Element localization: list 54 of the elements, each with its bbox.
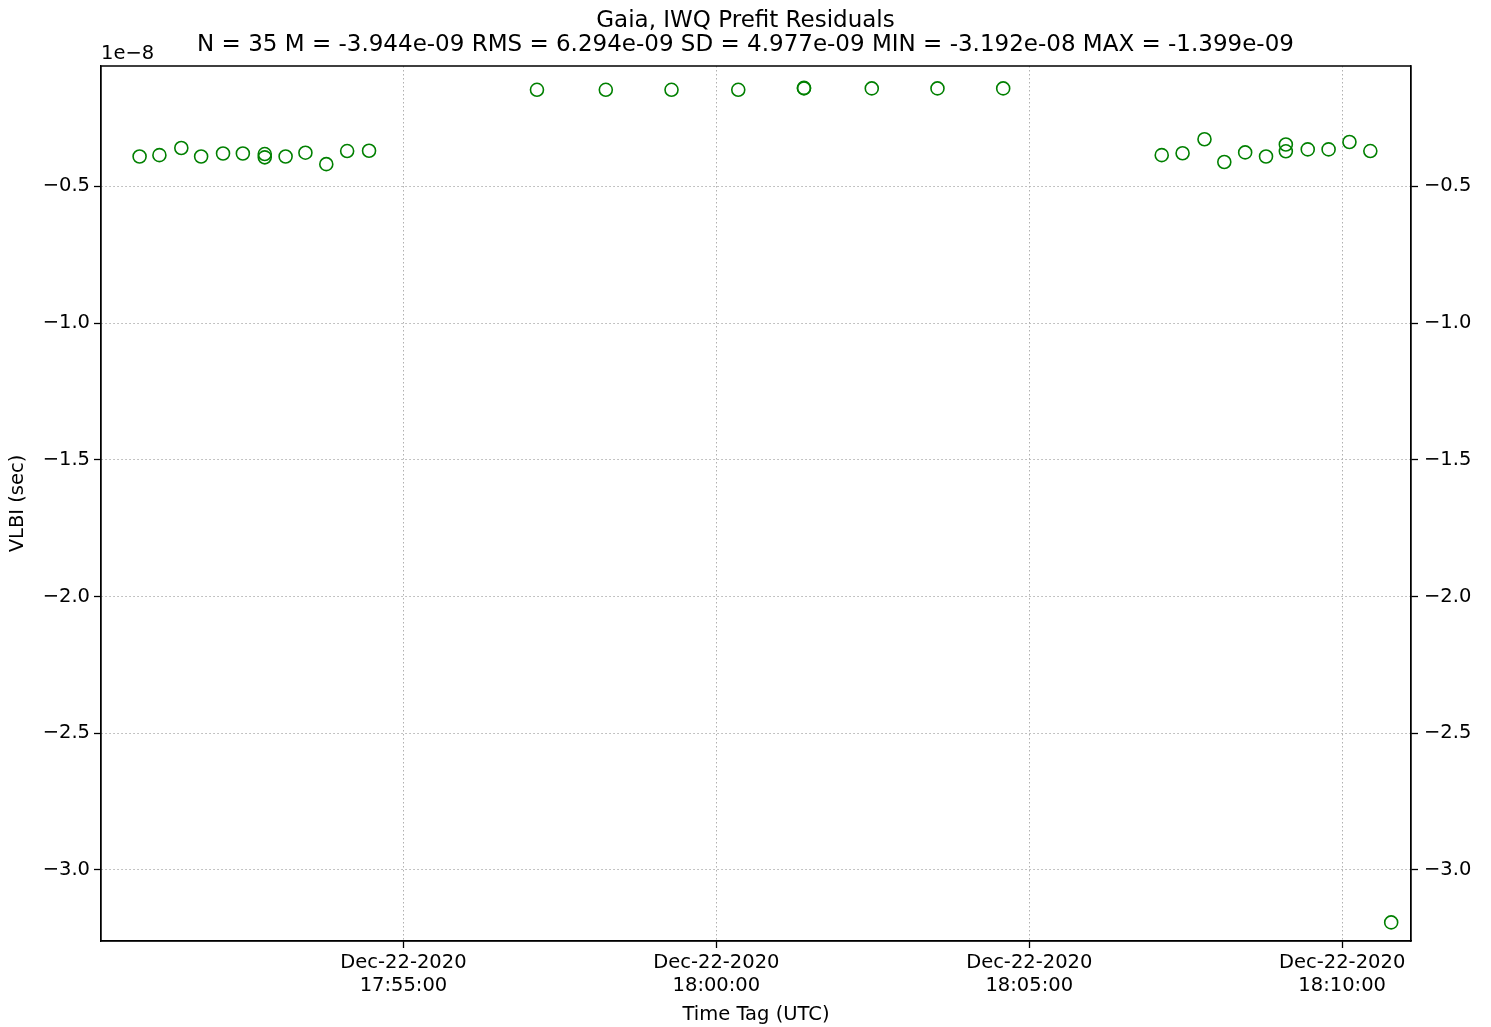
point xyxy=(318,156,334,172)
point xyxy=(995,81,1011,96)
point xyxy=(339,143,355,159)
y-tick-label: −2.5 xyxy=(42,720,90,744)
point xyxy=(215,146,231,161)
point xyxy=(361,143,377,159)
y2-tick-label: −0.5 xyxy=(1424,173,1472,197)
y-tick-label: −2.0 xyxy=(42,583,90,607)
point xyxy=(235,146,251,161)
point xyxy=(1154,147,1170,163)
y-tick-label: −0.5 xyxy=(42,173,90,197)
point xyxy=(730,82,746,98)
x-tick-label: Dec-22-2020 18:00:00 xyxy=(653,949,780,997)
point xyxy=(1237,145,1253,160)
point xyxy=(1383,915,1399,930)
y-axis-title: VLBI (sec) xyxy=(4,454,28,553)
point xyxy=(298,145,313,160)
y-tick-label: −1.0 xyxy=(42,310,90,334)
x-tick-label: Dec-22-2020 18:10:00 xyxy=(1279,949,1406,997)
point xyxy=(152,147,167,163)
y2-tick-label: −2.0 xyxy=(1424,583,1472,607)
x-tick-label: Dec-22-2020 17:55:00 xyxy=(340,949,467,997)
point xyxy=(278,149,293,164)
x-tick-label: Dec-22-2020 18:05:00 xyxy=(966,949,1093,997)
point xyxy=(1278,144,1294,159)
point xyxy=(664,82,679,98)
point xyxy=(174,140,189,156)
point xyxy=(193,149,209,164)
point xyxy=(1278,137,1294,152)
y-tick-label: −3.0 xyxy=(42,856,90,880)
y2-tick-label: −1.0 xyxy=(1424,310,1472,334)
point xyxy=(1300,142,1316,157)
point xyxy=(1175,145,1190,161)
point xyxy=(529,82,545,98)
point xyxy=(864,81,880,96)
point xyxy=(1363,143,1378,159)
text: 1e−8 xyxy=(101,41,155,64)
point xyxy=(1258,149,1274,164)
point xyxy=(132,149,147,164)
y-tick-label: −1.5 xyxy=(42,446,90,470)
point xyxy=(930,81,945,96)
x-axis-title: Time Tag (UTC) xyxy=(681,1002,830,1026)
y2-tick-label: −3.0 xyxy=(1424,856,1472,880)
chart-subtitle: N = 35 M = -3.944e-09 RMS = 6.294e-09 SD = 4.977e-09 MIN = -3.192e-08 MAX = -1.399e-09 xyxy=(197,30,1294,57)
point xyxy=(257,150,273,165)
point xyxy=(1197,131,1212,147)
y2-tick-label: −1.5 xyxy=(1424,446,1472,470)
point xyxy=(1342,134,1357,150)
y2-tick-label: −2.5 xyxy=(1424,720,1472,744)
point xyxy=(598,82,614,98)
chart-title: Gaia, IWQ Prefit Residuals xyxy=(596,6,895,33)
point xyxy=(1321,142,1336,157)
point xyxy=(1217,154,1232,170)
point xyxy=(257,146,273,162)
